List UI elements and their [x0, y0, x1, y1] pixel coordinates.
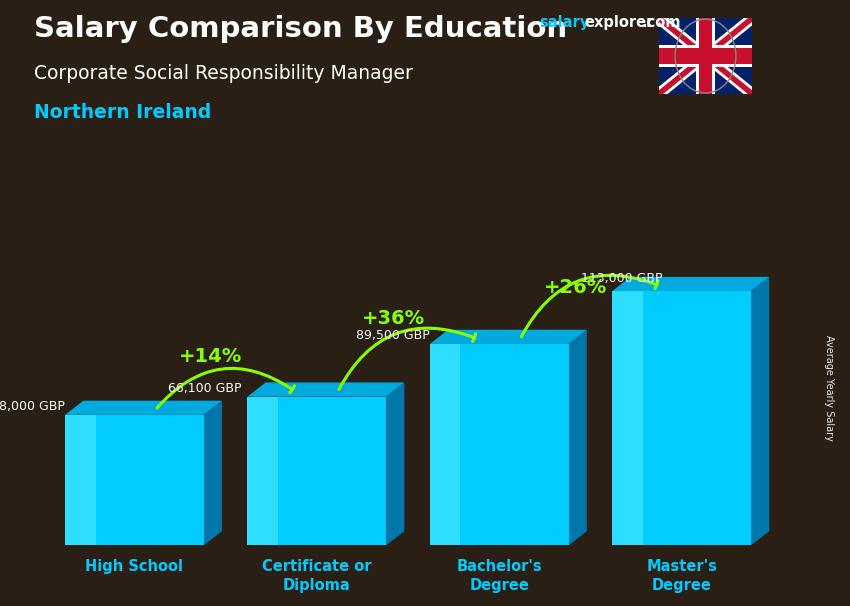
Text: +14%: +14%	[179, 347, 242, 366]
Text: 113,000 GBP: 113,000 GBP	[581, 271, 662, 285]
Text: 58,000 GBP: 58,000 GBP	[0, 401, 65, 413]
Polygon shape	[65, 401, 222, 415]
Bar	[700, 18, 711, 94]
Text: +26%: +26%	[544, 278, 608, 296]
Text: 89,500 GBP: 89,500 GBP	[356, 330, 430, 342]
Polygon shape	[386, 382, 405, 545]
Text: explorer: explorer	[584, 15, 654, 30]
Polygon shape	[430, 344, 461, 545]
Polygon shape	[65, 415, 204, 545]
Polygon shape	[612, 291, 643, 545]
Polygon shape	[751, 277, 769, 545]
Polygon shape	[247, 396, 386, 545]
Text: .com: .com	[642, 15, 681, 30]
Text: +36%: +36%	[362, 309, 425, 328]
Polygon shape	[569, 330, 586, 545]
Polygon shape	[247, 396, 278, 545]
Bar	[659, 48, 752, 64]
Text: Salary Comparison By Education: Salary Comparison By Education	[34, 15, 567, 43]
Bar	[659, 45, 752, 67]
Polygon shape	[612, 277, 769, 291]
Text: Northern Ireland: Northern Ireland	[34, 103, 212, 122]
Bar	[696, 18, 715, 94]
Polygon shape	[430, 330, 586, 344]
Text: Corporate Social Responsibility Manager: Corporate Social Responsibility Manager	[34, 64, 413, 82]
Polygon shape	[247, 382, 405, 396]
Text: Average Yearly Salary: Average Yearly Salary	[824, 335, 834, 441]
Text: salary: salary	[540, 15, 590, 30]
Polygon shape	[612, 291, 751, 545]
Polygon shape	[65, 415, 95, 545]
Text: 66,100 GBP: 66,100 GBP	[168, 382, 242, 395]
Polygon shape	[430, 344, 569, 545]
Polygon shape	[204, 401, 222, 545]
